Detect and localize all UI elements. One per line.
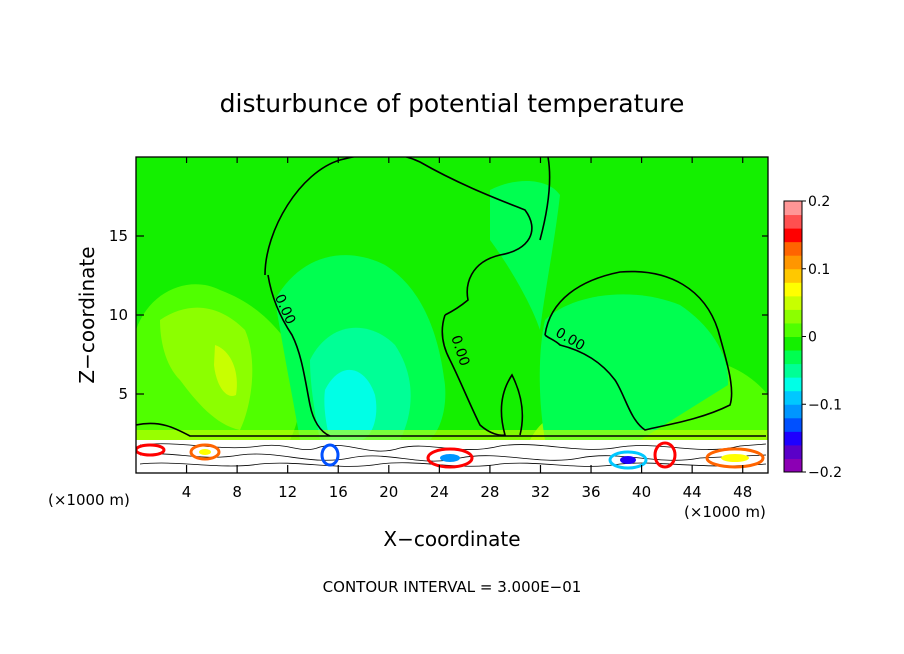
x-tick-label: 36 [581, 483, 600, 501]
y-tick-label: 5 [118, 385, 128, 403]
contour-interval-note: CONTOUR INTERVAL = 3.000E−01 [323, 578, 582, 596]
surface-warm-strip [136, 430, 768, 440]
colorbar-tick-label: 0.2 [808, 194, 830, 210]
x-tick-label: 12 [278, 483, 297, 501]
colorbar-swatch [784, 282, 802, 297]
colorbar-tick-label: −0.2 [808, 465, 842, 481]
colorbar-swatch [784, 255, 802, 270]
colorbar-swatch [784, 363, 802, 378]
warm-core-left [160, 307, 253, 430]
y-tick-label: 10 [109, 306, 128, 324]
surface-anomalies [136, 441, 765, 470]
x-tick-label: 16 [329, 483, 348, 501]
colorbar-swatch [784, 228, 802, 243]
chart-title: disturbunce of potential temperature [220, 89, 685, 118]
cool-region-right [539, 294, 729, 440]
warm-peak-left [214, 345, 237, 396]
colorbar-swatch [784, 295, 802, 310]
y-tick-label: 15 [109, 227, 128, 245]
colorbar-swatch [784, 350, 802, 365]
colorbar-swatch [784, 377, 802, 392]
x-unit-left: (×1000 m) [48, 491, 130, 509]
surface-contours [139, 443, 767, 467]
zero-contours [136, 157, 766, 437]
x-tick-label: 48 [733, 483, 752, 501]
cool-region-top [490, 180, 560, 330]
x-tick-label: 20 [379, 483, 398, 501]
colorbar-swatch [784, 431, 802, 446]
x-tick-label: 40 [632, 483, 651, 501]
colorbar-tick-label: 0.1 [808, 262, 830, 278]
colorbar-swatch [784, 268, 802, 283]
y-axis: 5 10 15 [109, 227, 768, 403]
colorbar-swatch [784, 309, 802, 324]
x-axis-label: X−coordinate [383, 527, 520, 551]
x-unit-right: (×1000 m) [684, 503, 766, 521]
plot-field [136, 157, 768, 473]
colorbar-swatch [784, 404, 802, 419]
x-tick-label: 32 [531, 483, 550, 501]
y-axis-label: Z−coordinate [75, 246, 99, 383]
x-tick-label: 24 [430, 483, 449, 501]
colorbar-swatch [784, 336, 802, 351]
x-tick-label: 8 [232, 483, 242, 501]
colorbar-swatch [784, 458, 802, 473]
colorbar-tick-label: −0.1 [808, 397, 842, 413]
x-axis: 4 8 12 16 20 24 28 32 36 40 44 48 [182, 157, 752, 501]
colorbar-swatch [784, 444, 802, 459]
colorbar-tick-label: 0 [808, 330, 817, 346]
x-tick-label: 28 [480, 483, 499, 501]
cool-core-inner [324, 369, 377, 440]
colorbar-swatch [784, 214, 802, 229]
colorbar: 0.2 0.1 0 −0.1 −0.2 [783, 194, 842, 481]
x-tick-label: 44 [683, 483, 702, 501]
colorbar-swatch [784, 201, 802, 216]
colorbar-swatch [784, 241, 802, 256]
x-tick-label: 4 [182, 483, 192, 501]
colorbar-swatch [784, 417, 802, 432]
colorbar-swatch [784, 322, 802, 337]
colorbar-swatch [784, 390, 802, 405]
